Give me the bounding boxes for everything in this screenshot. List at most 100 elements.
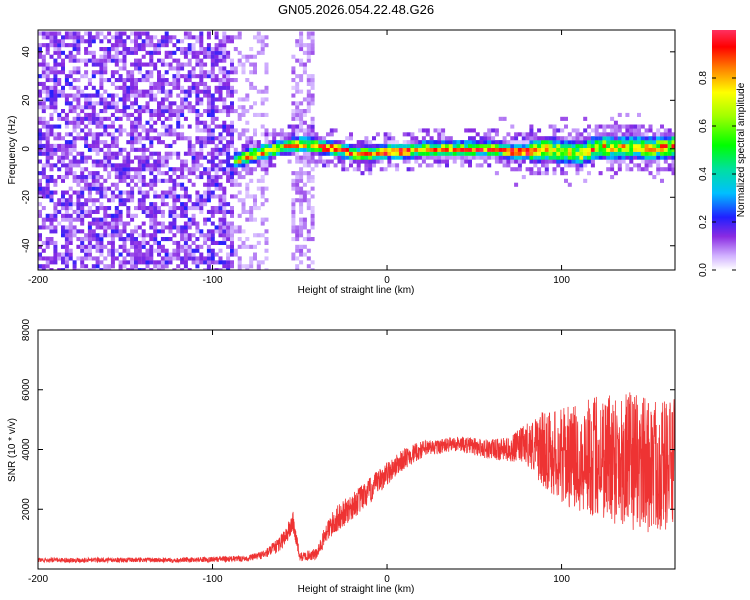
spectrogram-cell	[329, 143, 334, 148]
spectrogram-cell	[310, 175, 315, 180]
spectrogram-cell	[406, 143, 411, 148]
spectrogram-cell	[57, 167, 62, 172]
spectrogram-cell	[180, 206, 185, 211]
spectrogram-cell	[253, 66, 257, 71]
spectrogram-cell	[210, 151, 215, 156]
spectrogram-cell	[180, 225, 185, 230]
spectrogram-cell	[648, 140, 653, 145]
spectrogram-cell	[153, 225, 158, 230]
spectrogram-cell	[172, 151, 177, 156]
spectrogram-cell	[203, 171, 208, 176]
spectrogram-cell	[253, 252, 257, 257]
spectrogram-cell	[68, 132, 73, 137]
spectrogram-cell	[80, 244, 85, 249]
spectrogram-cell	[153, 43, 158, 48]
spectrogram-cell	[134, 182, 138, 187]
spectrogram-cell	[114, 221, 119, 226]
spectrogram-cell	[114, 140, 119, 145]
spectrogram-cell	[157, 39, 161, 44]
spectrogram-cell	[172, 43, 177, 48]
spectrogram-cell	[99, 252, 104, 257]
spectrogram-cell	[533, 147, 538, 152]
spectrogram-cell	[206, 74, 211, 79]
spectrogram-cell	[72, 31, 77, 36]
spectrogram-cell	[218, 39, 223, 44]
spectrogram-cell	[168, 62, 173, 67]
spectrogram-cell	[625, 155, 630, 160]
spectrogram-cell	[214, 206, 219, 211]
spectrogram-cell	[375, 155, 380, 160]
spectrogram-cell	[583, 159, 588, 164]
spectrogram-cell	[191, 50, 196, 55]
spectrogram-cell	[149, 244, 154, 249]
spectrogram-cell	[306, 159, 311, 164]
spectrogram-cell	[191, 89, 196, 94]
spectrogram-cell	[199, 155, 204, 160]
spectrogram-cell	[141, 209, 146, 214]
spectrogram-cell	[141, 260, 146, 265]
spectrogram-cell	[295, 268, 300, 270]
spectrogram-cell	[441, 136, 446, 141]
spectrogram-cell	[76, 159, 81, 164]
spectrogram-cell	[214, 182, 219, 187]
spectrogram-cell	[114, 101, 119, 106]
spectrogram-cell	[579, 132, 584, 137]
spectrogram-cell	[306, 143, 311, 148]
spectrogram-cell	[230, 167, 234, 172]
spectrogram-cell	[126, 93, 131, 98]
spectrogram-cell	[256, 147, 261, 152]
spectrogram-cell	[640, 151, 645, 156]
spectrogram-cell	[322, 147, 327, 152]
spectrogram-cell	[172, 178, 177, 183]
spectrogram-cell	[656, 132, 661, 137]
spectrogram-cell	[114, 217, 119, 222]
spectrogram-cell	[103, 178, 108, 183]
spectrogram-cell	[587, 147, 591, 152]
spectrogram-cell	[191, 240, 196, 245]
spectrogram-cell	[203, 240, 208, 245]
spectrogram-cell	[598, 124, 603, 129]
snr-plot-area	[38, 330, 675, 569]
spectrogram-cell	[118, 39, 123, 44]
spectrogram-cell	[337, 143, 342, 148]
spectrogram-cell	[72, 143, 77, 148]
spectrogram-cell	[652, 159, 657, 164]
spectrogram-cell	[264, 128, 269, 133]
spectrogram-cell	[172, 182, 177, 187]
spectrogram-cell	[126, 85, 131, 90]
spectrogram-cell	[487, 163, 492, 168]
spectrogram-cell	[326, 163, 330, 168]
spectrogram-cell	[667, 132, 672, 137]
spectrogram-cell	[429, 155, 434, 160]
spectrogram-cell	[99, 244, 104, 249]
spectrogram-cell	[222, 233, 227, 238]
spectrogram-cell	[222, 186, 227, 191]
spectrogram-cell	[187, 147, 192, 152]
spectrogram-cell	[122, 97, 127, 102]
spectrogram-cell	[183, 62, 188, 67]
spectrogram-cell	[349, 132, 353, 137]
spectrogram-cell	[137, 116, 142, 121]
spectrogram-cell	[172, 252, 177, 257]
spectrogram-cell	[360, 155, 365, 160]
spectrogram-cell	[253, 147, 257, 152]
spectrogram-cell	[306, 105, 311, 110]
spectrogram-cell	[613, 124, 618, 129]
spectrogram-cell	[214, 167, 219, 172]
spectrogram-cell	[617, 124, 622, 129]
spectrogram-cell	[556, 136, 561, 141]
snr-xtick-label: 100	[553, 574, 570, 585]
spectrogram-cell	[199, 120, 204, 125]
spectrogram-cell	[437, 155, 442, 160]
spectrogram-cell	[237, 35, 242, 40]
spectrogram-cell	[364, 167, 369, 172]
spectrogram-cell	[49, 101, 54, 106]
spectrogram-cell	[168, 194, 173, 199]
spectrogram-cell	[226, 167, 231, 172]
spectrogram-cell	[245, 151, 250, 156]
spectrogram-cell	[264, 186, 269, 191]
spectrogram-cell	[206, 198, 211, 203]
spectrogram-cell	[103, 268, 108, 270]
spectrogram-cell	[118, 43, 123, 48]
spectrogram-cell	[84, 50, 89, 55]
